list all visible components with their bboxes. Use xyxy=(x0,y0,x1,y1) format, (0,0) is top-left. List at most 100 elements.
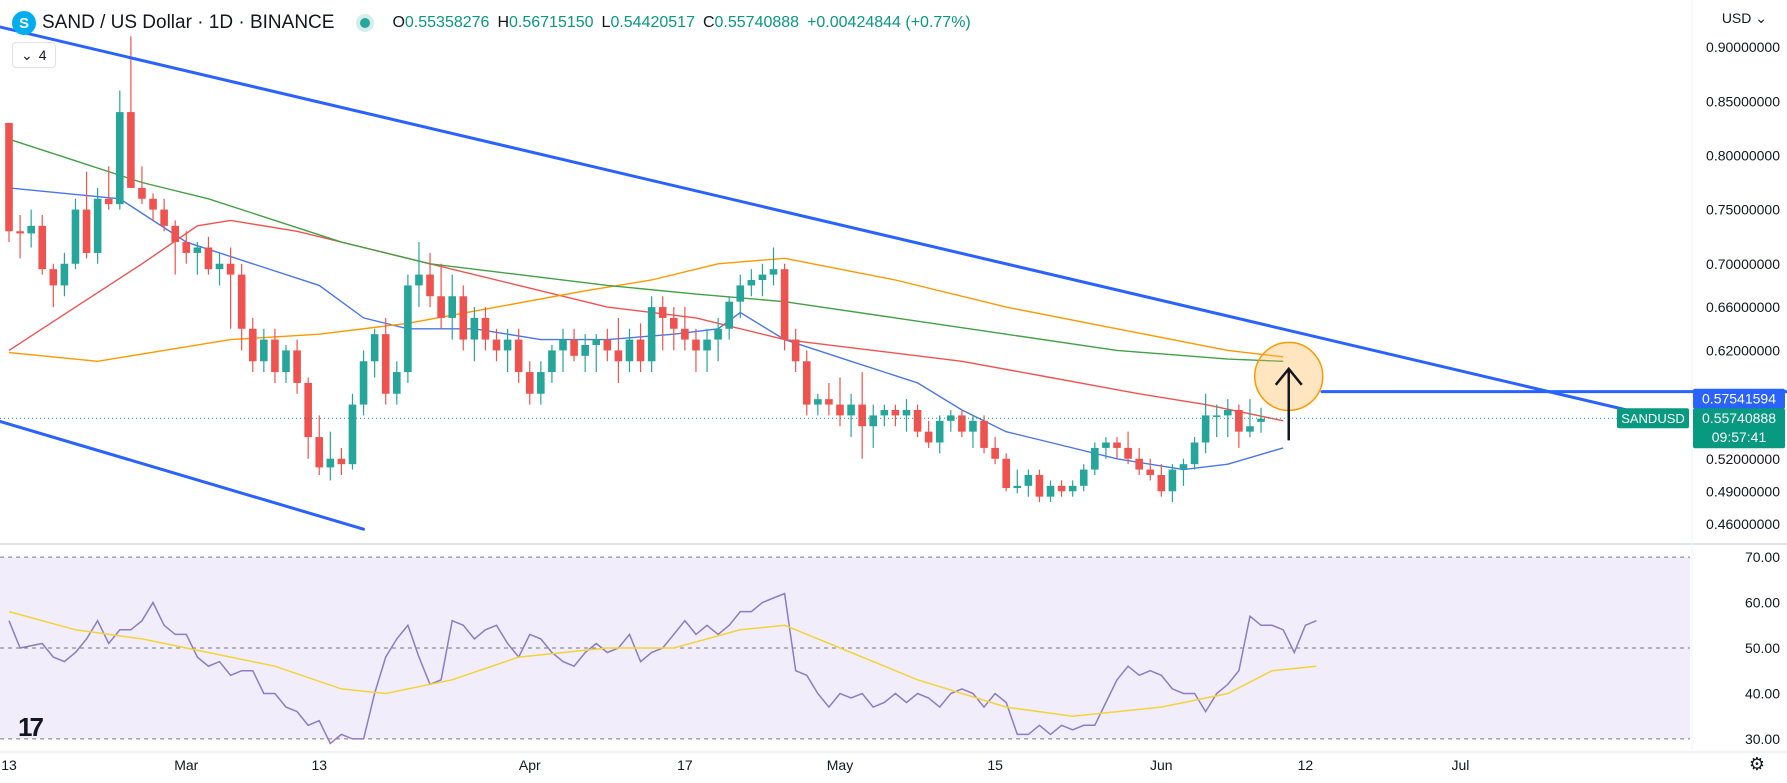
candle-body xyxy=(692,339,700,351)
time-tick-label: 13 xyxy=(1,757,17,773)
currency-selector[interactable]: USD ⌄ xyxy=(1722,10,1767,27)
candle-body xyxy=(1024,475,1033,486)
candle-body xyxy=(581,345,589,356)
candle xyxy=(636,323,645,373)
candle-body xyxy=(559,339,567,351)
candle-body xyxy=(104,198,113,205)
candle xyxy=(415,242,423,308)
time-tick-label: Apr xyxy=(519,757,541,773)
candle-body xyxy=(658,307,667,318)
price-tick-label: 0.80000000 xyxy=(1706,147,1780,163)
price-label-text: 0.55740888 xyxy=(1702,410,1776,426)
candle-body xyxy=(1013,485,1022,488)
candle xyxy=(537,361,545,405)
candle-body xyxy=(935,420,944,443)
candle xyxy=(1212,404,1221,438)
candle xyxy=(448,274,456,340)
candle-body xyxy=(370,334,379,362)
candle xyxy=(625,328,634,373)
candle xyxy=(758,263,767,297)
candle xyxy=(393,361,401,405)
symbol-title[interactable]: SAND / US Dollar · 1D · BINANCE xyxy=(42,12,335,33)
candle xyxy=(1135,447,1143,475)
candle-body xyxy=(924,431,933,443)
indicators-toggle-button[interactable]: ⌄ 4 xyxy=(12,42,56,68)
candle-body xyxy=(1157,475,1166,492)
candle-body xyxy=(16,231,24,234)
candle xyxy=(271,328,279,383)
candle xyxy=(293,339,301,394)
candle xyxy=(714,317,722,362)
candle-body xyxy=(315,437,324,468)
candle-body xyxy=(348,404,357,465)
candle xyxy=(160,198,168,232)
candle xyxy=(237,263,246,351)
candle xyxy=(802,350,811,416)
candle-body xyxy=(1168,469,1177,492)
candle-body xyxy=(359,361,368,405)
candle xyxy=(426,252,434,308)
candle xyxy=(869,404,878,448)
candle-body xyxy=(570,339,578,356)
candle xyxy=(736,274,745,318)
price-change: +0.00424844 (+0.77%) xyxy=(807,14,971,31)
candle xyxy=(958,410,966,438)
rsi-tick-label: 60.00 xyxy=(1745,595,1780,611)
candle xyxy=(780,263,789,351)
candle xyxy=(725,296,733,340)
candle xyxy=(381,317,390,405)
candle xyxy=(38,215,47,275)
candle xyxy=(592,334,601,373)
candle-body xyxy=(825,399,833,405)
candle-body xyxy=(27,225,35,234)
candle-body xyxy=(1124,447,1132,459)
candle xyxy=(282,345,290,383)
time-tick-label: 15 xyxy=(987,757,1003,773)
candle xyxy=(1190,437,1199,470)
candle-body xyxy=(670,317,678,329)
candle xyxy=(647,296,656,373)
candle-body xyxy=(603,339,612,351)
candle xyxy=(437,263,445,329)
candle xyxy=(692,328,700,373)
candle xyxy=(1079,464,1088,492)
candle xyxy=(1246,399,1254,438)
candle-body xyxy=(82,209,91,253)
candle-body xyxy=(415,274,423,286)
candle xyxy=(348,393,357,470)
candle xyxy=(603,328,612,362)
candle xyxy=(880,404,889,427)
candle xyxy=(1024,469,1033,497)
candle xyxy=(49,263,58,308)
trendline xyxy=(0,25,1684,425)
candle-body xyxy=(647,307,656,362)
candle-body xyxy=(847,404,855,416)
candle-body xyxy=(1224,410,1232,416)
candle-body xyxy=(758,274,767,280)
settings-gear-icon[interactable]: ⚙ xyxy=(1748,754,1765,774)
rsi-line xyxy=(8,610,1317,717)
time-tick-label: Jun xyxy=(1150,757,1173,773)
candle xyxy=(1035,469,1044,503)
candle-body xyxy=(1035,475,1044,497)
candle xyxy=(1235,404,1243,448)
candle xyxy=(670,307,678,351)
candle-body xyxy=(980,420,988,448)
candle-body xyxy=(514,339,523,373)
candle-body xyxy=(913,410,922,432)
candle xyxy=(1057,480,1066,497)
candle xyxy=(326,431,335,481)
candle-body xyxy=(537,372,545,394)
candle-body xyxy=(426,274,434,297)
candle-body xyxy=(836,404,844,416)
candle xyxy=(980,415,988,454)
candle-body xyxy=(791,339,800,362)
candle-body xyxy=(71,209,80,264)
candle xyxy=(570,328,578,362)
candle xyxy=(315,415,324,475)
candle-body xyxy=(393,372,401,394)
candle xyxy=(503,328,512,373)
candle xyxy=(459,285,468,351)
price-tick-label: 0.85000000 xyxy=(1706,93,1780,109)
